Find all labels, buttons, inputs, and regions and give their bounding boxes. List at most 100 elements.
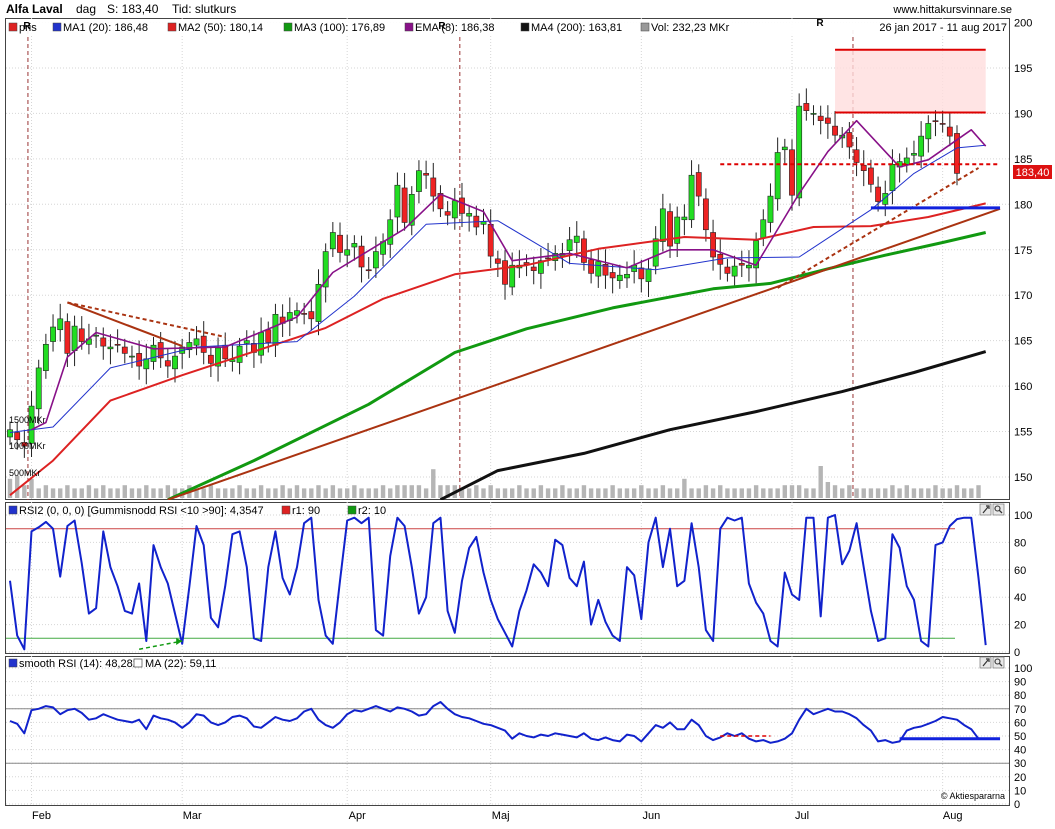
candle-body (243, 340, 250, 344)
candle-body (731, 265, 738, 277)
candle-body (609, 272, 616, 279)
volume-bar (675, 488, 680, 498)
candle-body (537, 260, 544, 274)
volume-bar (890, 485, 895, 498)
candle-body (796, 105, 803, 199)
volume-bar (29, 478, 34, 498)
volume-bar (438, 485, 443, 498)
rsi14-tick-label: 70 (1014, 704, 1026, 716)
candle-body (710, 232, 716, 258)
legend-item-ma22: MA (22): 59,11 (145, 658, 216, 670)
candle-body (954, 133, 960, 174)
legend-swatch (640, 22, 650, 32)
price-badge (1013, 165, 1052, 179)
x-tick-label: Maj (492, 810, 510, 822)
volume-bar (373, 488, 379, 498)
rsi14-tick-label: 10 (1014, 785, 1026, 797)
volume-bar (22, 485, 27, 498)
legend-item-pris: pris (19, 22, 37, 34)
candle-body (121, 346, 128, 354)
rsi2-tick-label: 20 (1014, 620, 1026, 632)
volume-bar (129, 488, 135, 498)
candle-body (760, 219, 767, 239)
price-badge-text: 183,40 (1016, 167, 1050, 179)
candle-body (236, 345, 243, 363)
volume-bar (718, 485, 723, 498)
candle-body (21, 442, 28, 447)
candle-body (28, 405, 35, 444)
volume-bar (911, 488, 917, 498)
rsi2-annotation (138, 640, 183, 650)
rsi14-tick-label: 60 (1014, 717, 1026, 729)
volume-bar (144, 485, 149, 498)
zoom-icon[interactable] (992, 503, 1005, 516)
event-marker-r: R (816, 18, 824, 29)
ma1-line (9, 144, 986, 433)
rsi2-line (9, 514, 987, 651)
candle-body (150, 344, 157, 362)
candle-body (695, 172, 702, 197)
volume-bar (301, 488, 307, 498)
ticker-title: Alfa Laval (6, 2, 63, 16)
candle-body (315, 283, 322, 322)
y-tick-label: 190 (1014, 108, 1032, 120)
volume-bar (330, 485, 336, 498)
candle-body (724, 266, 731, 274)
volume-bar (223, 488, 228, 498)
volume-bar (918, 488, 924, 498)
legend-item-rsi2: RSI2 (0, 0, 0) [Gummisnodd RSI <10 >90]:… (19, 505, 264, 517)
candle-body (416, 170, 422, 192)
volume-bar (230, 488, 235, 498)
candle-body (322, 251, 329, 288)
candle-body (595, 261, 602, 277)
volume-bar (883, 488, 888, 498)
volume-bar (215, 488, 221, 498)
candle-body (93, 334, 99, 337)
candle-body (487, 223, 494, 257)
candle-body (207, 354, 214, 364)
candle-body (329, 232, 336, 250)
volume-bar (158, 488, 163, 498)
candle-body (903, 157, 910, 165)
volume-bar (840, 488, 845, 498)
volume-bar (7, 478, 13, 498)
volume-bar (947, 488, 953, 498)
candle-body (767, 195, 774, 223)
rsi14-tick-label: 90 (1014, 677, 1026, 689)
volume-bar (86, 485, 92, 498)
zoom-icon[interactable] (992, 656, 1005, 669)
legend-item-ma3: MA3 (100): 176,89 (294, 22, 385, 34)
rsi2-tick-label: 60 (1014, 565, 1026, 577)
rsi14-tick-label: 100 (1014, 663, 1032, 675)
volume-bar (789, 485, 795, 498)
volume-bar (36, 488, 41, 498)
volume-bar (940, 488, 945, 498)
y-tick-label: 200 (1014, 18, 1032, 30)
rsi14-tool-icons (979, 656, 1005, 669)
candle-body (616, 274, 623, 281)
candle-body (645, 268, 652, 282)
y-tick-label: 165 (1014, 336, 1032, 348)
candle-body (344, 249, 351, 256)
x-tick-label: Aug (943, 810, 963, 822)
legend-item-volume: Vol: 232,23 MKr (651, 22, 730, 34)
candle-body (746, 264, 752, 269)
ema-line (31, 119, 987, 431)
candle-body (946, 126, 953, 137)
candle-body (803, 103, 810, 111)
volume-bar (93, 488, 99, 498)
y-tick-label: 180 (1014, 199, 1032, 211)
volume-bar (660, 485, 666, 498)
candle-body (652, 238, 659, 267)
volume-bar (746, 488, 752, 498)
ma3-line (167, 231, 987, 500)
ma4-line (439, 350, 987, 500)
volume-bar (309, 488, 314, 498)
rsi14-tick-label: 80 (1014, 690, 1026, 702)
volume-bar (782, 485, 788, 498)
volume-bar (545, 488, 551, 498)
volume-bar (976, 485, 981, 498)
volume-bar (796, 485, 802, 498)
volume-bar (136, 488, 142, 498)
